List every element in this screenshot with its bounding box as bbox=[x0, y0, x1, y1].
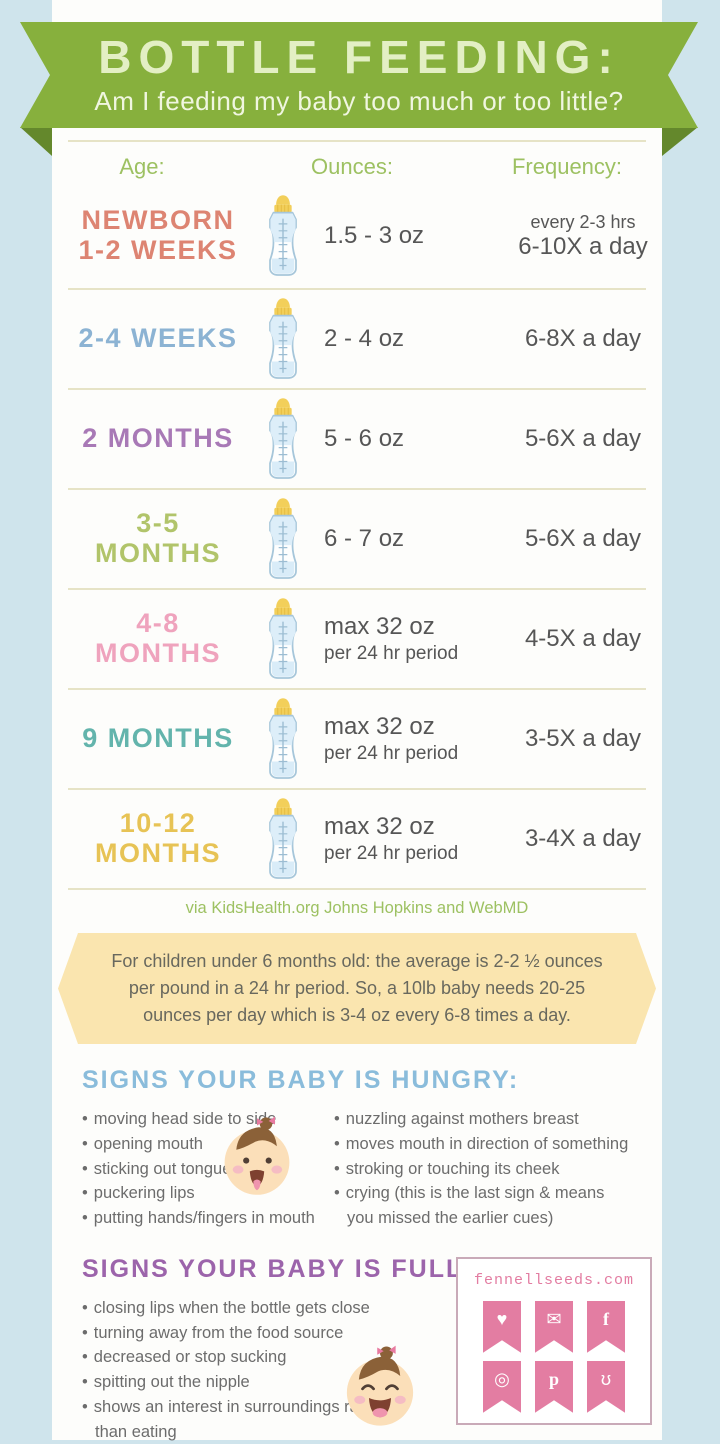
list-item: moving head side to side bbox=[82, 1107, 334, 1132]
table-row: NEWBORN 1-2 WEEKS 1.5 - 3 oz every 2-3 h… bbox=[68, 184, 648, 290]
social-icon-grid: ♥ ✉ f ◎ p ʊ bbox=[483, 1300, 625, 1413]
hungry-signs-right-list: nuzzling against mothers breast moves mo… bbox=[334, 1107, 632, 1231]
instagram-icon[interactable]: ◎ bbox=[483, 1360, 521, 1413]
bottle-icon bbox=[248, 595, 318, 683]
list-item: spitting out the nipple bbox=[82, 1370, 402, 1395]
ounces-value: 1.5 - 3 oz bbox=[324, 222, 425, 249]
age-label: 2 MONTHS bbox=[82, 423, 234, 454]
full-section: SIGNS YOUR BABY IS FULL: fennellseeds.co… bbox=[52, 1255, 662, 1444]
divider bbox=[68, 140, 646, 142]
list-item: moves mouth in direction of something bbox=[334, 1132, 632, 1157]
full-signs-list: closing lips when the bottle gets close … bbox=[82, 1296, 402, 1444]
table-row: 9 MONTHS max 32 oz per 24 hr period 3-5X… bbox=[68, 690, 646, 790]
age-label: NEWBORN 1-2 WEEKS bbox=[78, 205, 238, 265]
website-box: fennellseeds.com ♥ ✉ f ◎ p ʊ bbox=[456, 1256, 652, 1425]
column-header-age: Age: bbox=[119, 154, 165, 179]
hungry-section-title: SIGNS YOUR BABY IS HUNGRY: bbox=[82, 1066, 520, 1094]
title-ribbon: BOTTLE FEEDING: Am I feeding my baby too… bbox=[20, 22, 698, 128]
ounces-value: max 32 oz per 24 hr period bbox=[324, 813, 459, 864]
bottle-icon bbox=[248, 695, 318, 783]
table-row: 2-4 WEEKS 2 - 4 oz 6-8X a day bbox=[68, 290, 646, 390]
pinterest-icon[interactable]: p bbox=[535, 1360, 573, 1413]
age-label: 9 MONTHS bbox=[82, 723, 234, 754]
note-ribbon: For children under 6 months old: the ave… bbox=[58, 933, 656, 1044]
table-row: 3-5 MONTHS 6 - 7 oz 5-6X a day bbox=[68, 490, 646, 590]
age-label: 10-12 MONTHS bbox=[95, 808, 221, 868]
bottle-icon bbox=[248, 395, 318, 483]
list-item: shows an interest in surroundings rather… bbox=[82, 1395, 402, 1444]
list-item: stroking or touching its cheek bbox=[334, 1157, 632, 1182]
list-item: putting hands/fingers in mouth bbox=[82, 1206, 334, 1231]
list-item: nuzzling against mothers breast bbox=[334, 1107, 632, 1132]
stumbleupon-icon[interactable]: ʊ bbox=[587, 1360, 625, 1413]
table-row: 2 MONTHS 5 - 6 oz 5-6X a day bbox=[68, 390, 646, 490]
ribbon-fold-right bbox=[662, 127, 698, 156]
list-item: crying (this is the last sign & means yo… bbox=[334, 1181, 632, 1231]
hungry-baby-icon bbox=[224, 1116, 290, 1195]
frequency-value: 6-8X a day bbox=[524, 325, 642, 352]
list-item: opening mouth bbox=[82, 1132, 334, 1157]
list-item: turning away from the food source bbox=[82, 1321, 402, 1346]
age-label: 2-4 WEEKS bbox=[78, 323, 238, 354]
ounces-value: 5 - 6 oz bbox=[324, 425, 405, 452]
table-row: 4-8 MONTHS max 32 oz per 24 hr period 4-… bbox=[68, 590, 646, 690]
heart-icon[interactable]: ♥ bbox=[483, 1300, 521, 1353]
full-section-title: SIGNS YOUR BABY IS FULL: bbox=[82, 1254, 474, 1283]
frequency-value: 3-4X a day bbox=[524, 825, 642, 852]
ounces-value: 2 - 4 oz bbox=[324, 325, 405, 352]
bottle-icon bbox=[248, 192, 318, 280]
facebook-icon[interactable]: f bbox=[587, 1300, 625, 1353]
page-subtitle: Am I feeding my baby too much or too lit… bbox=[94, 85, 624, 116]
bottle-icon bbox=[248, 795, 318, 883]
ounces-value: max 32 oz per 24 hr period bbox=[324, 613, 459, 664]
laughing-baby-icon bbox=[345, 1343, 415, 1427]
hungry-signs-left-list: moving head side to side opening mouth s… bbox=[82, 1107, 334, 1231]
column-header-ounces: Ounces: bbox=[311, 154, 393, 179]
table-header-row: Age: Ounces: Frequency: bbox=[52, 142, 662, 184]
ribbon-fold-left bbox=[20, 127, 52, 156]
age-label: 3-5 MONTHS bbox=[95, 508, 221, 568]
list-item: closing lips when the bottle gets close bbox=[82, 1296, 402, 1321]
list-item: sticking out tongue bbox=[82, 1157, 334, 1182]
table-row: 10-12 MONTHS max 32 oz per 24 hr period … bbox=[68, 790, 646, 890]
infographic-card: BOTTLE FEEDING: Am I feeding my baby too… bbox=[20, 0, 698, 1441]
ounces-value: max 32 oz per 24 hr period bbox=[324, 713, 459, 764]
source-credit: via KidsHealth.org Johns Hopkins and Web… bbox=[185, 899, 529, 917]
header-banner: BOTTLE FEEDING: Am I feeding my baby too… bbox=[20, 0, 698, 156]
frequency-value: 4-5X a day bbox=[524, 625, 642, 652]
email-icon[interactable]: ✉ bbox=[535, 1300, 573, 1353]
frequency-value: 3-5X a day bbox=[524, 725, 642, 752]
list-item: decreased or stop sucking bbox=[82, 1345, 402, 1370]
frequency-value: every 2-3 hrs 6-10X a day bbox=[518, 211, 648, 260]
website-url[interactable]: fennellseeds.com bbox=[473, 1271, 635, 1289]
frequency-value: 5-6X a day bbox=[524, 425, 642, 452]
frequency-value: 5-6X a day bbox=[524, 525, 642, 552]
hungry-section: SIGNS YOUR BABY IS HUNGRY: moving head s… bbox=[52, 1066, 662, 1231]
column-header-frequency: Frequency: bbox=[511, 154, 623, 179]
page-title: BOTTLE FEEDING: bbox=[98, 31, 620, 84]
bottle-icon bbox=[248, 295, 318, 383]
list-item: puckering lips bbox=[82, 1181, 334, 1206]
bottle-icon bbox=[248, 495, 318, 583]
age-label: 4-8 MONTHS bbox=[95, 608, 221, 668]
ounces-value: 6 - 7 oz bbox=[324, 525, 405, 552]
